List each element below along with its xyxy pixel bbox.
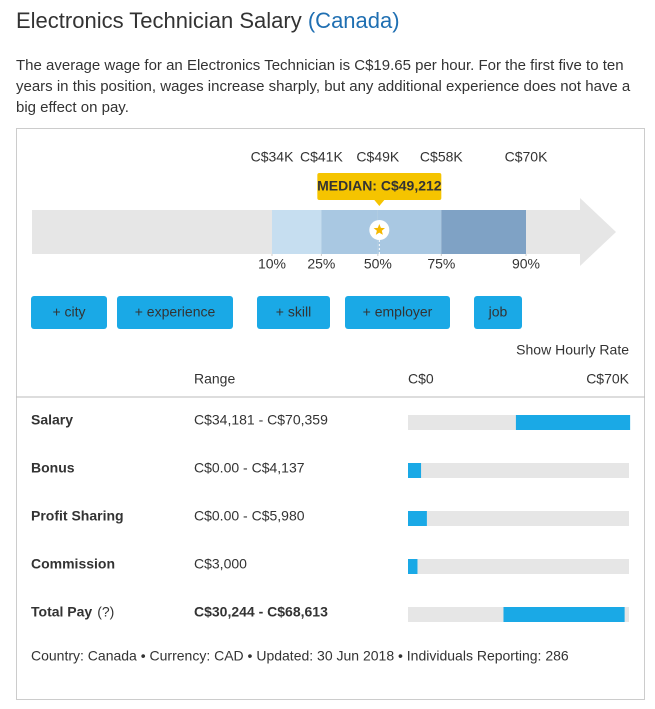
button-bg [31,296,107,329]
hourly-rate-link[interactable]: Show Hourly Rate [516,342,629,358]
button-bg [117,296,233,329]
range-bar [503,607,625,622]
range-bar [408,511,427,526]
title-text: Electronics Technician Salary [16,8,302,33]
percentile-band [272,210,322,254]
filter-button[interactable]: + employer [345,296,450,329]
row-name: Total Pay [31,604,92,620]
button-label: + experience [135,304,216,320]
filter-button[interactable]: job [474,296,522,329]
button-label: + city [52,304,85,320]
row-name: Profit Sharing [31,508,124,524]
range-arrow-head [580,198,616,266]
percentile-label: 75% [427,256,455,272]
median-badge [317,173,442,200]
median-pointer [374,200,385,206]
percentile-label: 10% [258,256,286,272]
range-track [408,511,629,526]
button-label: + employer [363,304,433,320]
percentile-label: 25% [307,256,335,272]
percentile-band [321,210,378,254]
median-star [373,224,385,235]
row-name: Commission [31,556,115,572]
button-label: + skill [276,304,311,320]
percentile-value-label: C$41K [300,149,343,165]
scale-label: C$0 [408,371,434,387]
row-range: C$34,181 - C$70,359 [194,412,328,428]
button-bg [257,296,330,329]
percentile-label: 90% [512,256,540,272]
row-range: C$0.00 - C$4,137 [194,460,305,476]
button-bg [345,296,450,329]
range-bar [515,415,631,430]
range-track [408,559,629,574]
help-icon[interactable]: (?) [97,604,114,620]
page-title: Electronics Technician Salary (Canada) [16,8,400,34]
filter-button[interactable]: + skill [257,296,330,329]
median-label: MEDIAN: C$49,212 [317,178,442,194]
summary: The average wage for an Electronics Tech… [16,57,631,116]
footer-note: Country: Canada • Currency: CAD • Update… [31,648,569,664]
percentile-value-label: C$70K [505,149,548,165]
range-header: Range [194,371,235,387]
row-name: Salary [31,412,73,428]
row-name: Bonus [31,460,75,476]
range-track [408,463,629,478]
filter-button[interactable]: + experience [117,296,233,329]
percentile-band [441,210,526,254]
location-link[interactable]: (Canada) [307,8,400,33]
row-range: C$3,000 [194,556,247,572]
button-bg [474,296,522,329]
percentile-value-label: C$58K [420,149,463,165]
row-range: C$30,244 - C$68,613 [194,604,328,620]
percentile-label: 50% [364,256,392,272]
button-label: job [488,304,508,320]
range-bar [408,559,418,574]
filter-button[interactable]: + city [31,296,107,329]
range-bar [408,463,422,478]
row-range: C$0.00 - C$5,980 [194,508,305,524]
percentile-value-label: C$49K [356,149,399,165]
percentile-value-label: C$34K [251,149,294,165]
scale-label: C$70K [586,371,629,387]
